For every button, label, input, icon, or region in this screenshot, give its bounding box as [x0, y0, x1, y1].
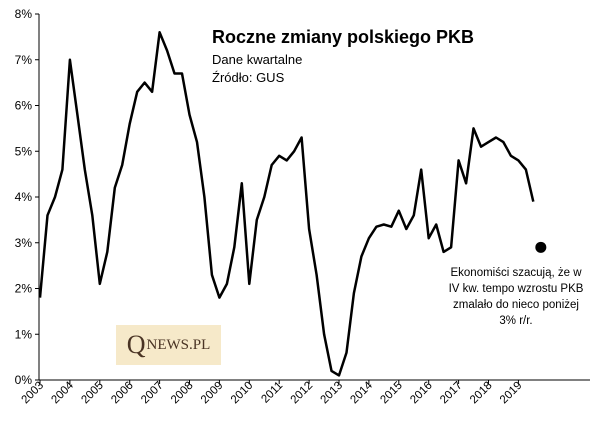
- forecast-point: [535, 241, 547, 253]
- forecast-annotation: Ekonomiści szacują, że w IV kw. tempo wz…: [448, 267, 584, 327]
- x-tick-label: 2011: [259, 380, 285, 406]
- logo-text: NEWS.PL: [146, 336, 211, 353]
- x-tick-label: 2006: [109, 380, 136, 407]
- y-tick-label: 4%: [15, 190, 33, 204]
- x-tick-label: 2009: [199, 380, 226, 407]
- x-tick-label: 2004: [49, 379, 76, 406]
- x-tick-label: 2012: [289, 380, 316, 407]
- y-tick-label: 3%: [15, 236, 33, 250]
- x-tick-label: 2013: [319, 380, 346, 407]
- chart-source: Źródło: GUS: [212, 70, 285, 85]
- y-tick-label: 5%: [15, 144, 33, 158]
- y-tick-label: 7%: [15, 53, 33, 67]
- y-axis: 0% 1% 2% 3% 4% 5% 6% 7% 8%: [15, 7, 40, 387]
- x-tick-label: 2017: [438, 380, 465, 407]
- qnews-logo: Q NEWS.PL: [116, 325, 221, 365]
- y-tick-label: 1%: [15, 327, 33, 341]
- x-tick-label: 2008: [169, 380, 196, 407]
- x-tick-label: 2019: [498, 380, 525, 407]
- x-tick-label: 2015: [378, 380, 405, 407]
- y-tick-label: 2%: [15, 282, 33, 296]
- x-tick-label: 2018: [468, 380, 495, 407]
- logo-q: Q: [126, 330, 146, 359]
- y-tick-label: 6%: [15, 99, 33, 113]
- gdp-line: [38, 31, 535, 377]
- x-tick-label: 2007: [139, 380, 166, 407]
- x-tick-label: 2016: [408, 380, 435, 407]
- x-tick-label: 2014: [348, 379, 375, 406]
- gdp-series: [38, 31, 547, 377]
- y-tick-label: 0%: [15, 373, 33, 387]
- chart-title: Roczne zmiany polskiego PKB: [212, 27, 475, 47]
- chart-subtitle: Dane kwartalne: [212, 52, 303, 67]
- y-tick-label: 8%: [15, 7, 33, 21]
- x-tick-label: 2005: [79, 380, 106, 407]
- x-axis: 2003 2004 2005 2006 2007 2008 2009 2010 2011 2012…: [20, 379, 590, 406]
- x-tick-label: 2010: [229, 380, 256, 407]
